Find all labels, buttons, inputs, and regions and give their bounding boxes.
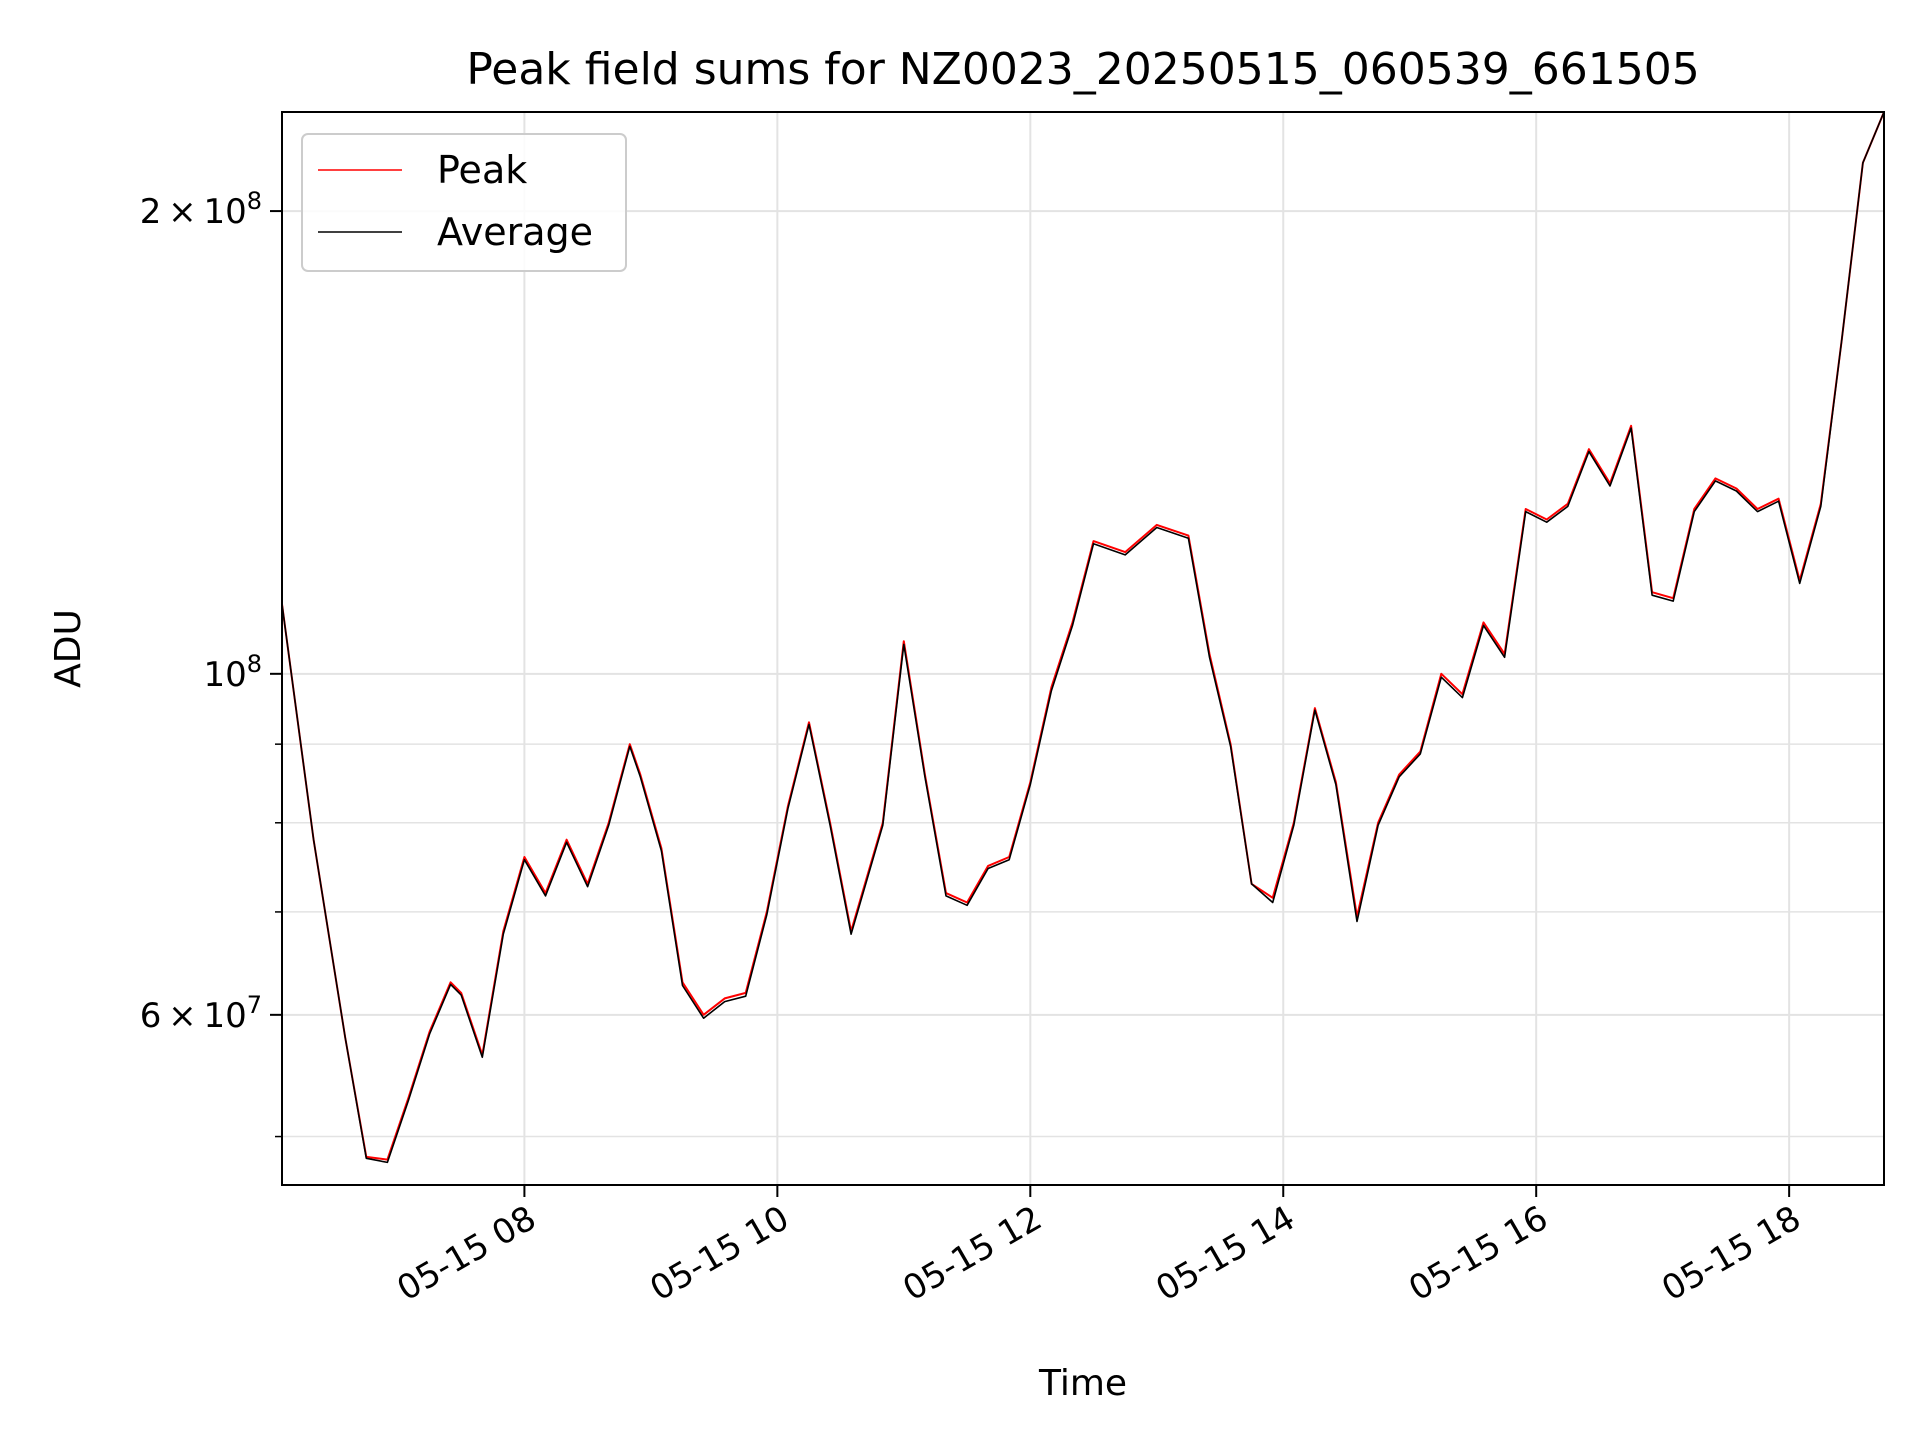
series-line-average bbox=[281, 111, 1885, 1164]
plot-frame bbox=[281, 111, 1885, 1186]
legend: Peak Average bbox=[301, 133, 627, 272]
x-axis-label: Time bbox=[1038, 1363, 1127, 1404]
legend-label-average: Average bbox=[437, 210, 593, 254]
legend-label-peak: Peak bbox=[437, 148, 527, 192]
y-tick-label: 2 × 108 bbox=[140, 187, 262, 232]
y-tick-label: 6 × 107 bbox=[140, 991, 262, 1036]
y-axis-label: ADU bbox=[48, 609, 89, 688]
legend-box bbox=[301, 133, 627, 272]
chart-title: Peak field sums for NZ0023_20250515_0605… bbox=[466, 44, 1699, 95]
series-layer bbox=[281, 111, 1885, 1164]
y-tick-label: 108 bbox=[203, 650, 262, 695]
